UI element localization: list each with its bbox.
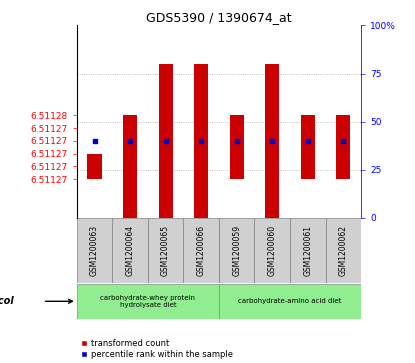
Legend: transformed count, percentile rank within the sample: transformed count, percentile rank withi… <box>81 339 233 359</box>
Bar <box>194 64 208 218</box>
FancyBboxPatch shape <box>254 218 290 283</box>
FancyBboxPatch shape <box>183 218 219 283</box>
Text: protocol: protocol <box>0 296 14 306</box>
FancyBboxPatch shape <box>219 284 361 319</box>
Bar <box>300 115 315 179</box>
Text: GSM1200062: GSM1200062 <box>339 225 348 276</box>
FancyBboxPatch shape <box>77 218 112 283</box>
Text: carbohydrate-amino acid diet: carbohydrate-amino acid diet <box>238 298 342 304</box>
FancyBboxPatch shape <box>112 218 148 283</box>
FancyBboxPatch shape <box>219 218 254 283</box>
Bar <box>88 154 102 179</box>
Bar <box>159 64 173 218</box>
FancyBboxPatch shape <box>77 284 219 319</box>
FancyBboxPatch shape <box>148 218 183 283</box>
Text: GSM1200061: GSM1200061 <box>303 225 312 276</box>
Bar <box>123 115 137 218</box>
Text: GSM1200063: GSM1200063 <box>90 225 99 276</box>
FancyBboxPatch shape <box>325 218 361 283</box>
Text: GSM1200064: GSM1200064 <box>126 225 134 276</box>
Title: GDS5390 / 1390674_at: GDS5390 / 1390674_at <box>146 11 292 24</box>
Text: GSM1200059: GSM1200059 <box>232 225 241 276</box>
FancyBboxPatch shape <box>290 218 325 283</box>
Bar <box>229 115 244 179</box>
Text: carbohydrate-whey protein
hydrolysate diet: carbohydrate-whey protein hydrolysate di… <box>100 295 195 308</box>
Text: GSM1200060: GSM1200060 <box>268 225 277 276</box>
Bar <box>336 115 350 179</box>
Text: GSM1200066: GSM1200066 <box>197 225 206 276</box>
Bar <box>265 64 279 218</box>
Text: GSM1200065: GSM1200065 <box>161 225 170 276</box>
